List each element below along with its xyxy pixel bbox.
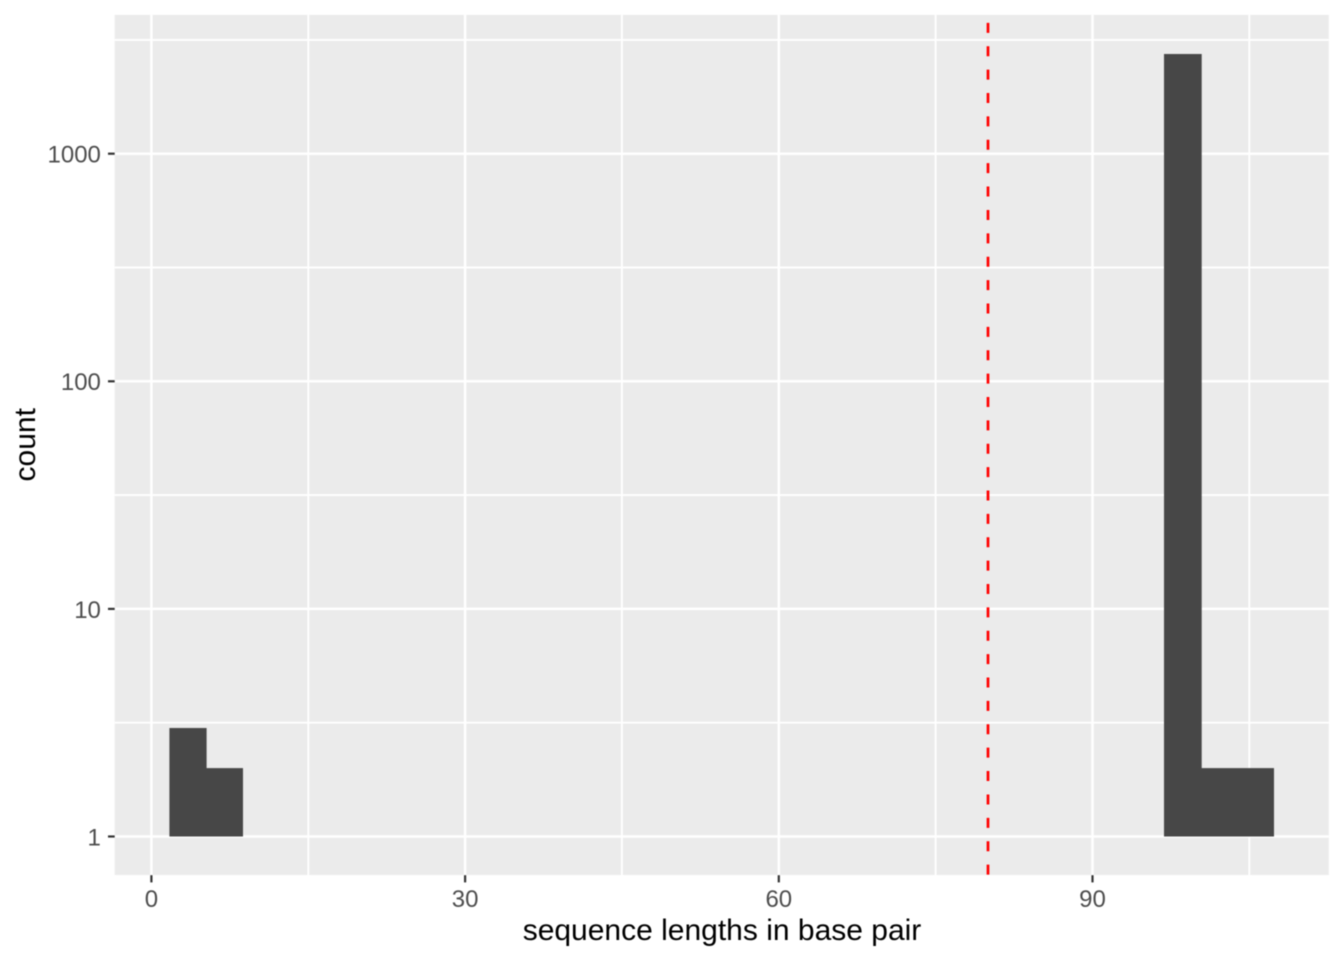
- svg-text:90: 90: [1079, 886, 1106, 913]
- svg-text:1000: 1000: [48, 142, 101, 169]
- svg-text:10: 10: [74, 597, 101, 624]
- svg-text:sequence lengths in base pair: sequence lengths in base pair: [523, 914, 922, 947]
- svg-text:1: 1: [88, 824, 101, 851]
- svg-text:60: 60: [765, 886, 792, 913]
- svg-text:100: 100: [61, 369, 101, 396]
- svg-text:30: 30: [452, 886, 479, 913]
- svg-text:0: 0: [145, 886, 158, 913]
- svg-text:count: count: [9, 407, 42, 481]
